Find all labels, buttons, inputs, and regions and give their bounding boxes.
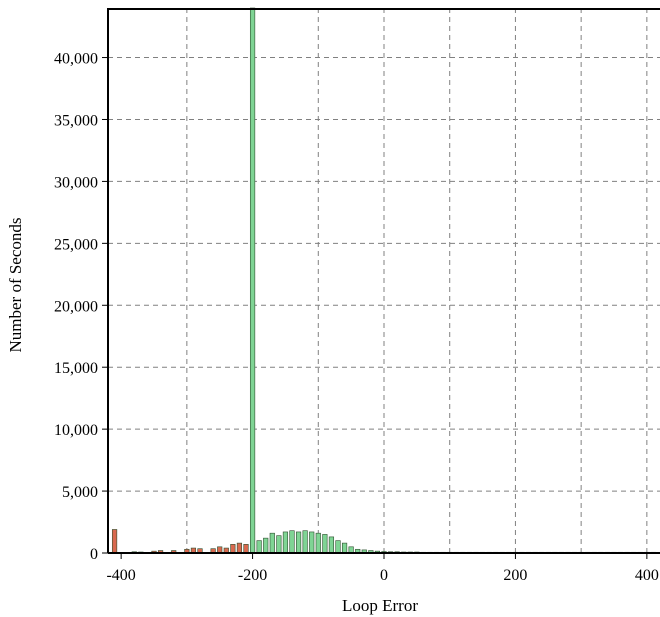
bar (111, 529, 118, 554)
bar (282, 531, 289, 554)
bar (256, 540, 262, 554)
bar (335, 540, 341, 554)
y-axis-label: Number of Seconds (6, 217, 25, 352)
bar (230, 544, 236, 554)
bar (269, 532, 275, 554)
bar (302, 530, 308, 554)
y-tick-label: 30,000 (54, 174, 98, 191)
y-tick-label: 25,000 (54, 236, 98, 253)
bar (315, 532, 321, 554)
bar (341, 542, 348, 554)
bar (322, 534, 328, 554)
y-tick-label: 35,000 (54, 112, 98, 129)
x-tick-label: 400 (635, 567, 659, 584)
y-tick-label: 40,000 (54, 51, 98, 68)
bar (236, 542, 243, 554)
x-tick-label: 200 (503, 567, 527, 584)
bar (249, 7, 256, 554)
bar (328, 536, 335, 554)
bar (309, 531, 315, 554)
y-ticks: 0 5,000 10,000 15,000 20,000 25,000 30,000 35,0… (54, 51, 108, 563)
x-tick-label: 0 (380, 567, 388, 584)
bar (263, 537, 269, 554)
bar (289, 530, 295, 554)
x-ticks: -400 -200 0 200 400 (106, 553, 659, 584)
y-tick-label: 20,000 (54, 298, 98, 315)
bar (276, 535, 282, 554)
bar (243, 544, 249, 554)
y-tick-label: 15,000 (54, 360, 98, 377)
x-tick-label: -400 (106, 567, 135, 584)
x-axis-label: Loop Error (342, 596, 418, 615)
y-tick-label: 10,000 (54, 422, 98, 439)
bar (295, 531, 302, 554)
x-tick-label: -200 (238, 567, 267, 584)
y-tick-label: 0 (90, 546, 98, 563)
y-tick-label: 5,000 (62, 484, 98, 501)
